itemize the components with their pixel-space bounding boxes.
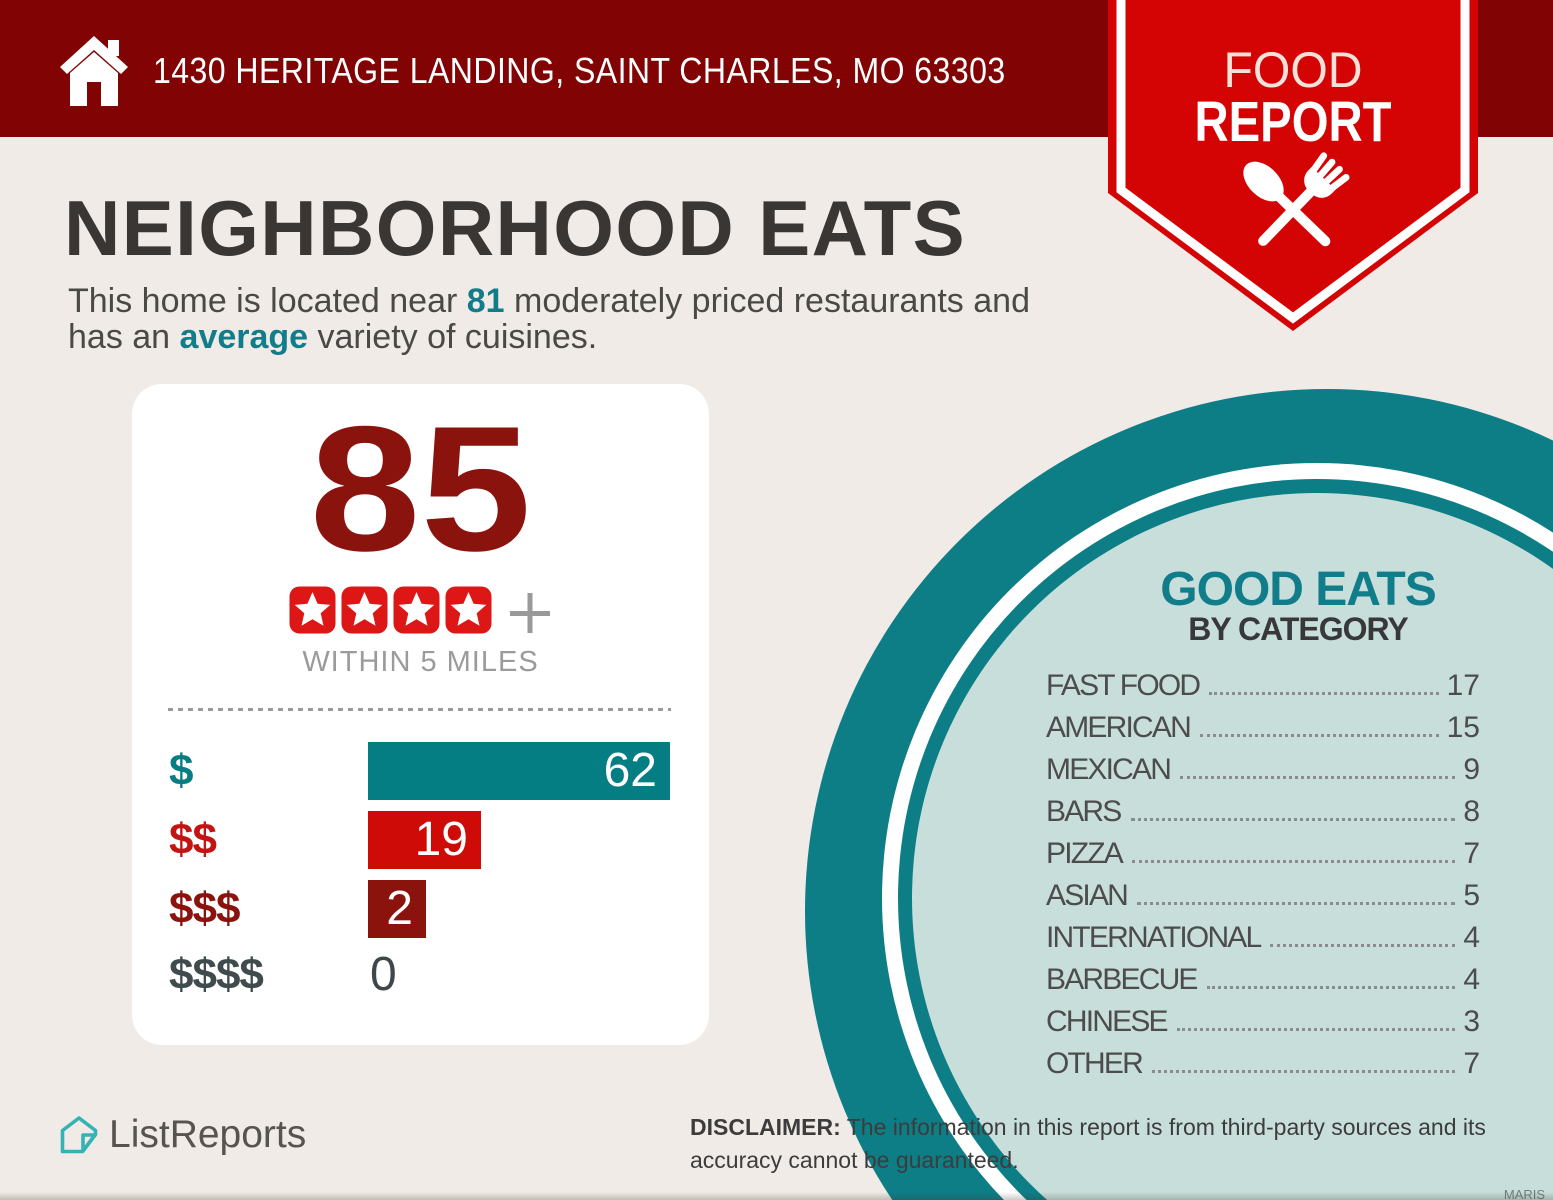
svg-text:FOOD: FOOD [1224,42,1363,98]
svg-text:REPORT: REPORT [1195,90,1392,154]
